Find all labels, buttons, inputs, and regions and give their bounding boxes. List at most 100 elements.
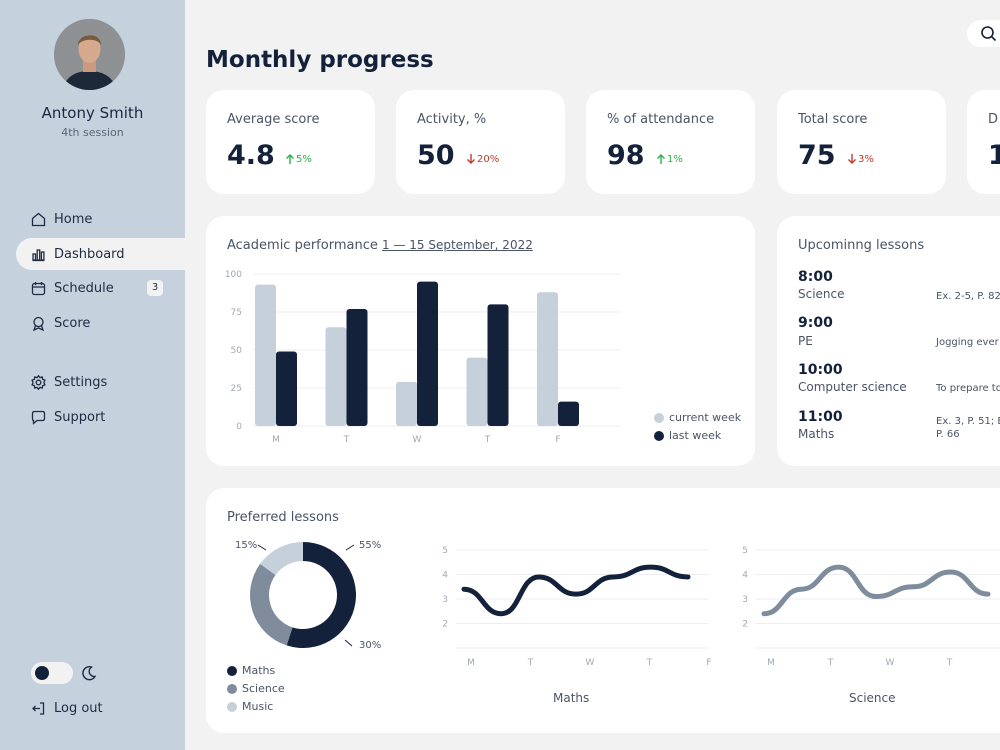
stat-change-value: 1% <box>667 153 683 165</box>
donut-slice <box>260 542 303 576</box>
stat-label: Activity, % <box>417 112 487 127</box>
x-tick-label: T <box>343 435 350 445</box>
x-tick-label: T <box>484 435 491 445</box>
stat-change-value: 3% <box>858 153 874 165</box>
lesson-subject: Maths <box>798 427 835 441</box>
nav-settings[interactable]: Settings <box>16 366 185 398</box>
donut-slice <box>286 542 356 648</box>
logout-icon <box>30 700 47 717</box>
legend-music: Music <box>227 700 273 713</box>
nav-schedule-label: Schedule <box>54 280 114 296</box>
pct-leader-lines <box>257 544 355 647</box>
lesson-time: 8:00 <box>798 269 833 285</box>
nav-score-label: Score <box>54 315 91 331</box>
lesson-subject: Computer science <box>798 380 907 394</box>
award-icon <box>30 315 47 332</box>
stat-value: 1 <box>988 140 1000 171</box>
x-tick-label: W <box>886 658 895 668</box>
bar <box>466 357 488 426</box>
nav-support-label: Support <box>54 409 106 425</box>
y-tick-label: 5 <box>742 546 748 556</box>
nav-support[interactable]: Support <box>16 401 185 433</box>
stat-change: 5% <box>284 153 312 165</box>
bar <box>276 351 297 426</box>
nav-schedule[interactable]: Schedule 3 <box>16 272 185 304</box>
academic-performance-card: Academic performance 1 — 15 September, 2… <box>206 216 755 466</box>
stat-value: 4.8 <box>227 140 275 171</box>
logout-button[interactable]: Log out <box>30 700 103 717</box>
lesson-task: To prepare to <box>936 383 1000 394</box>
stat-change: 1% <box>655 153 683 165</box>
stat-label: D <box>988 112 999 127</box>
y-tick-label: 75 <box>231 308 242 318</box>
arrow-down-icon <box>848 154 856 164</box>
sidebar: Antony Smith 4th session Home Dashboard … <box>0 0 185 750</box>
stat-value: 75 <box>798 140 836 171</box>
nav-home-label: Home <box>54 211 93 227</box>
y-tick-label: 2 <box>442 620 448 630</box>
bar <box>417 281 438 426</box>
x-tick-label: T <box>827 658 834 668</box>
toggle-knob <box>35 666 49 680</box>
line-chart-maths: 2 3 4 5 M T W T F <box>442 546 711 668</box>
legend-swatch <box>227 683 237 694</box>
gear-icon <box>30 374 47 391</box>
legend-label: last week <box>669 429 722 442</box>
x-tick-label: W <box>413 435 422 445</box>
stat-card-average-score: Average score 4.8 5% <box>206 90 375 194</box>
legend-current-week: current week <box>654 411 741 424</box>
stat-change: 20% <box>465 153 499 165</box>
upcoming-lessons-card: Upcominng lessons 8:00 Science Ex. 2-5, … <box>777 216 1000 466</box>
bar <box>558 401 579 426</box>
x-tick-label: F <box>706 658 711 668</box>
donut-slice <box>250 563 293 646</box>
y-tick-label: 0 <box>236 422 242 432</box>
y-tick-label: 100 <box>225 270 242 280</box>
stat-value: 50 <box>417 140 455 171</box>
lesson-subject: PE <box>798 334 813 348</box>
y-tick-label: 5 <box>442 546 448 556</box>
x-tick-label: M <box>272 435 280 445</box>
card-title: Upcominng lessons <box>798 238 925 253</box>
legend-swatch <box>654 412 664 423</box>
lesson-task: P. 66 <box>936 429 960 440</box>
stat-change: 3% <box>846 153 874 165</box>
schedule-count-badge: 3 <box>147 280 163 296</box>
x-tick-label: W <box>586 658 595 668</box>
nav-home[interactable]: Home <box>16 203 185 235</box>
arrow-down-icon <box>467 154 475 164</box>
theme-toggle[interactable] <box>31 662 73 684</box>
page-title: Monthly progress <box>206 47 434 73</box>
legend-label: Science <box>242 682 285 695</box>
legend-label: current week <box>669 411 742 424</box>
x-tick-label: T <box>946 658 953 668</box>
dashboard-icon <box>30 246 47 263</box>
pct-label-maths: 55% <box>359 540 382 551</box>
legend-maths: Maths <box>227 664 275 677</box>
nav-dashboard[interactable]: Dashboard <box>16 238 185 270</box>
legend-swatch <box>227 701 237 712</box>
user-session: 4th session <box>61 126 124 139</box>
moon-icon <box>82 665 97 681</box>
legend-swatch <box>654 430 664 441</box>
legend-science: Science <box>227 682 285 695</box>
y-tick-label: 4 <box>742 571 748 581</box>
nav-score[interactable]: Score <box>16 307 185 339</box>
line-series <box>461 564 691 617</box>
y-tick-label: 3 <box>442 595 448 605</box>
pct-label-music: 15% <box>235 540 258 551</box>
legend-swatch <box>227 665 237 676</box>
lesson-task: Ex. 2-5, P. 82 <box>936 291 1000 302</box>
bar-chart: 0 25 50 75 100 M T W T F <box>225 270 620 445</box>
search-button[interactable] <box>967 20 1000 47</box>
x-tick-label: T <box>646 658 653 668</box>
nav-dashboard-label: Dashboard <box>54 246 125 262</box>
avatar[interactable] <box>54 19 125 90</box>
legend-label: Maths <box>242 664 276 677</box>
line-chart-caption: Maths <box>553 691 590 705</box>
date-range-picker[interactable]: 1 — 15 September, 2022 <box>382 238 533 252</box>
arrow-up-icon <box>286 154 294 164</box>
line-chart-caption: Science <box>849 691 896 705</box>
y-tick-label: 4 <box>442 571 448 581</box>
